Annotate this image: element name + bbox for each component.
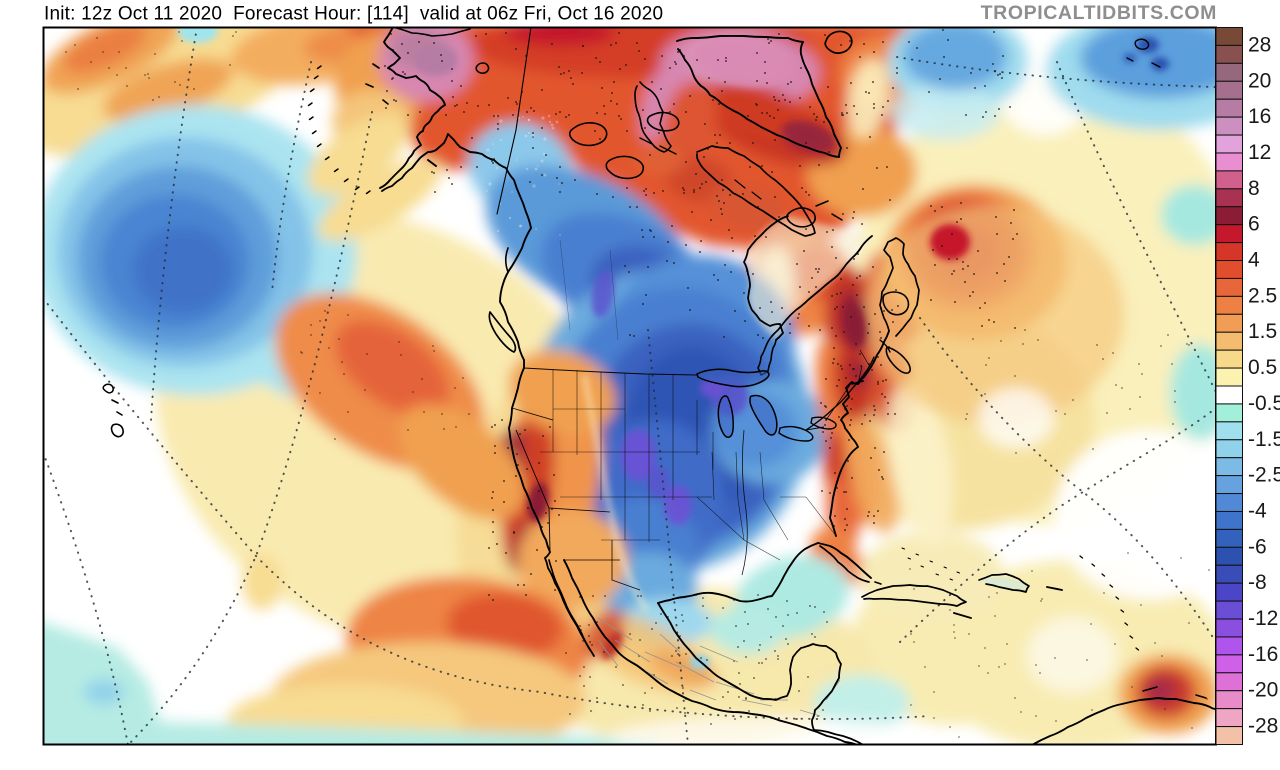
svg-text:28: 28: [1248, 33, 1271, 56]
svg-text:-16: -16: [1248, 643, 1278, 666]
svg-text:2.5: 2.5: [1248, 284, 1277, 307]
svg-text:1.5: 1.5: [1248, 320, 1277, 343]
svg-text:Init: 12z Oct 11 2020 Forecas: Init: 12z Oct 11 2020 Forecast Hour: [11…: [44, 4, 663, 25]
svg-text:-6: -6: [1248, 535, 1267, 558]
svg-text:-2.5: -2.5: [1248, 464, 1280, 487]
svg-text:20: 20: [1248, 69, 1271, 92]
svg-text:12: 12: [1248, 141, 1271, 164]
svg-text:8: 8: [1248, 177, 1260, 200]
svg-text:-20: -20: [1248, 679, 1278, 702]
svg-text:4: 4: [1248, 249, 1260, 272]
svg-text:TROPICALTIDBITS.COM: TROPICALTIDBITS.COM: [981, 2, 1217, 24]
svg-text:-0.5: -0.5: [1248, 392, 1280, 415]
svg-text:-28: -28: [1248, 715, 1278, 738]
svg-text:0.5: 0.5: [1248, 356, 1277, 379]
svg-text:-4: -4: [1248, 500, 1267, 523]
svg-text:-1.5: -1.5: [1248, 428, 1280, 451]
svg-text:6: 6: [1248, 213, 1260, 236]
svg-text:-8: -8: [1248, 571, 1267, 594]
svg-text:16: 16: [1248, 105, 1271, 128]
svg-text:-12: -12: [1248, 607, 1278, 630]
